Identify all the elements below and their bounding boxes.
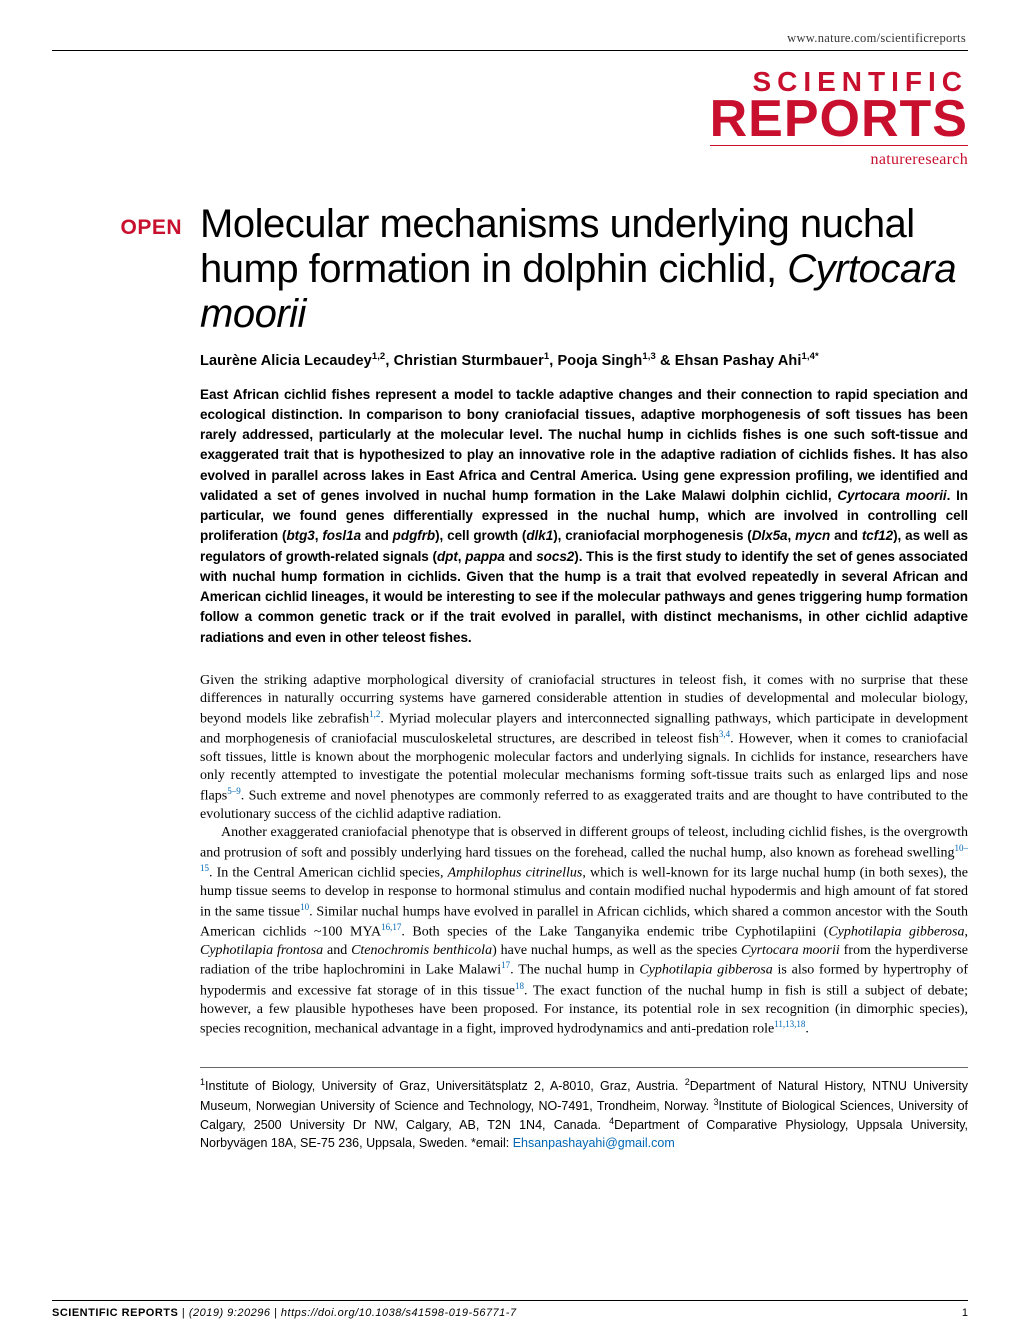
footer-journal: SCIENTIFIC REPORTS	[52, 1307, 178, 1319]
footer-citation: SCIENTIFIC REPORTS | (2019) 9:20296 | ht…	[52, 1306, 517, 1320]
body-paragraph-1: Given the striking adaptive morphologica…	[200, 672, 968, 825]
header-rule	[52, 50, 968, 51]
page-number: 1	[962, 1306, 968, 1320]
affiliations: 1Institute of Biology, University of Gra…	[200, 1067, 968, 1152]
article-main: Molecular mechanisms underlying nuchal h…	[200, 202, 968, 1152]
body-paragraph-2: Another exaggerated craniofacial phenoty…	[200, 824, 968, 1039]
open-access-badge: OPEN	[52, 202, 182, 1152]
journal-logo: SCIENTIFIC REPORTS natureresearch	[52, 69, 968, 170]
content-grid: OPEN Molecular mechanisms underlying nuc…	[52, 202, 968, 1152]
author-list: Laurène Alicia Lecaudey1,2, Christian St…	[200, 351, 968, 371]
article-title: Molecular mechanisms underlying nuchal h…	[200, 202, 968, 336]
footer-citation-text: (2019) 9:20296 | https://doi.org/10.1038…	[189, 1307, 517, 1319]
body-text: Given the striking adaptive morphologica…	[200, 672, 968, 1039]
header-url: www.nature.com/scientificreports	[52, 30, 968, 46]
abstract: East African cichlid fishes represent a …	[200, 385, 968, 648]
logo-line-reports: REPORTS	[710, 96, 968, 146]
page-footer: SCIENTIFIC REPORTS | (2019) 9:20296 | ht…	[52, 1300, 968, 1320]
footer-sep: |	[178, 1307, 188, 1319]
logo-subbrand: natureresearch	[52, 150, 968, 171]
